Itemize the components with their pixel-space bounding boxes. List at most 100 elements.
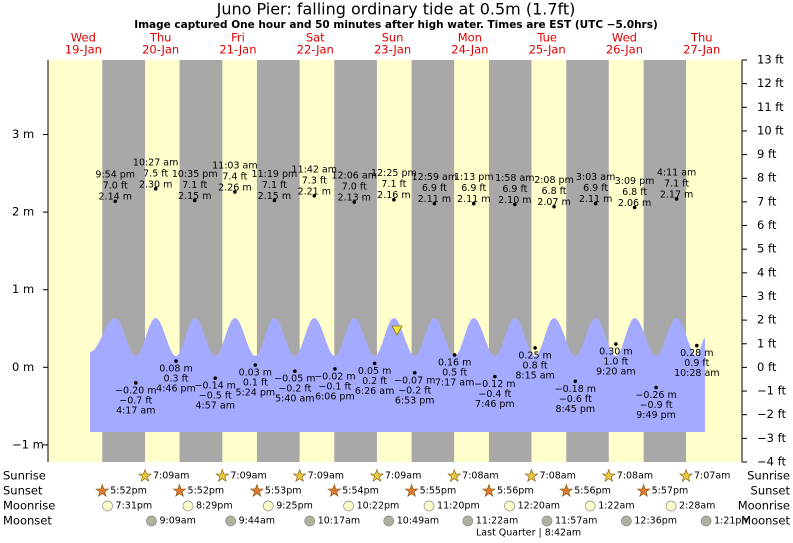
sunrise-icon <box>678 468 694 483</box>
day-date: 24-Jan <box>451 43 488 57</box>
row-label: Sunrise <box>747 469 790 483</box>
moonrise-icon <box>423 500 435 512</box>
current-level-marker <box>391 325 403 336</box>
day-date: 21-Jan <box>219 43 256 57</box>
tide-label: 0.16 m <box>438 357 471 368</box>
moonset-icon <box>700 515 712 527</box>
tide-label: 10:28 am <box>674 368 719 379</box>
tide-label: −0.12 m <box>474 379 515 390</box>
tide-label: 9:49 pm <box>636 410 676 421</box>
sunset-time: 5:56pm <box>497 486 534 497</box>
moonset-time: 11:57am <box>555 516 597 527</box>
tide-label: −0.6 ft <box>559 394 592 405</box>
tide-label: 2.11 m <box>579 194 612 205</box>
tide-label: −0.2 ft <box>278 384 311 395</box>
tide-label: 1:58 am <box>495 173 534 184</box>
tide-label: 7.4 ft <box>222 171 247 182</box>
tide-label: 0.03 m <box>239 367 272 378</box>
moon-phase: Last Quarter | 8:42am <box>476 528 581 539</box>
tide-point <box>174 359 178 363</box>
tide-point <box>471 201 476 206</box>
moonrise-icon <box>182 500 194 512</box>
sunset-icon <box>249 483 264 498</box>
sunset-icon <box>636 483 651 498</box>
tide-label: −0.20 m <box>115 385 156 396</box>
tide-point <box>392 197 396 202</box>
tide-label: 4:11 am <box>657 167 696 178</box>
sunset-time: 5:52pm <box>110 486 147 497</box>
tide-point <box>552 204 556 209</box>
moonset-time: 11:22am <box>476 516 518 527</box>
moonset-icon <box>621 515 632 527</box>
sunset-time: 5:57pm <box>652 486 689 497</box>
y2-tick-label: 6 ft <box>757 218 777 232</box>
moonrise-time: 10:22pm <box>357 501 400 512</box>
tide-label: 6.8 ft <box>542 186 567 197</box>
tide-point <box>513 202 517 207</box>
moonset-icon <box>304 515 316 527</box>
sunset-icon <box>559 483 574 498</box>
y-tick-label: 1 m <box>12 282 34 296</box>
tide-point <box>493 374 497 379</box>
tide-label: 7:46 pm <box>475 399 515 410</box>
tide-label: 7.1 ft <box>381 179 406 190</box>
day-weekday: Wed <box>612 31 637 45</box>
moonrise-icon <box>584 500 596 512</box>
tide-label: 0.9 ft <box>684 358 709 369</box>
day-weekday: Thu <box>690 31 713 45</box>
tide-point <box>233 190 237 194</box>
day-date: 27-Jan <box>683 43 720 57</box>
tide-label: 0.3 ft <box>163 374 188 385</box>
moonset-time: 10:17am <box>318 516 360 527</box>
y2-tick-label: 10 ft <box>757 123 784 137</box>
tide-label: 6:26 am <box>355 386 394 397</box>
row-label: Moonset <box>3 514 52 528</box>
row-label: Sunrise <box>3 469 46 483</box>
tide-label: −0.05 m <box>274 374 315 385</box>
moonrise-icon <box>343 500 354 512</box>
tide-label: 2.21 m <box>298 186 331 197</box>
tide-point <box>614 342 618 346</box>
tide-label: 6.9 ft <box>583 183 608 194</box>
sunrise-time: 7:09am <box>308 471 344 482</box>
tide-label: 3:03 am <box>576 172 615 183</box>
y2-tick-label: 3 ft <box>757 289 777 303</box>
y2-tick-label: 1 ft <box>757 336 777 350</box>
tide-point <box>674 197 679 201</box>
moonrise-icon <box>665 500 677 512</box>
moonrise-time: 12:20am <box>518 501 560 512</box>
sunset-time: 5:54pm <box>342 486 379 497</box>
tide-point <box>352 200 357 204</box>
tide-label: 4:17 am <box>116 405 155 416</box>
tide-label: 2.30 m <box>139 179 172 190</box>
tide-label: 2.16 m <box>377 190 410 201</box>
tide-label: 2.17 m <box>660 189 693 200</box>
moonrise-time: 2:28am <box>679 501 715 512</box>
tide-label: 6.9 ft <box>502 184 527 195</box>
sunrise-time: 7:09am <box>230 471 266 482</box>
foreground: 3 m 2 m 1 m 0 m −1 m 13 ft 12 ft 11 ft 10 ft 9 ft… <box>3 31 790 539</box>
tide-point <box>372 361 377 366</box>
tide-label: 2.26 m <box>218 182 251 193</box>
sunrise-icon <box>292 468 307 483</box>
tide-label: 1:13 pm <box>454 172 494 183</box>
sunrise-icon <box>137 468 153 483</box>
tide-label: 0.30 m <box>599 347 632 358</box>
moonset-icon <box>146 515 157 527</box>
y2-tick-label: 7 ft <box>757 194 777 208</box>
tide-label: 7:17 am <box>435 377 474 388</box>
sunset-icon <box>481 483 496 498</box>
y2-tick-label: 0 ft <box>757 360 777 374</box>
tide-label: 8:45 pm <box>556 404 596 415</box>
moonset-time: 10:49am <box>397 516 439 527</box>
sunrise-icon <box>601 468 616 483</box>
tide-label: −0.02 m <box>314 371 355 382</box>
day-date: 23-Jan <box>374 43 411 57</box>
row-label: Sunset <box>3 484 43 498</box>
tide-label: 11:03 am <box>212 160 257 171</box>
moonset-icon <box>541 515 553 527</box>
moonrise-time: 1:22am <box>598 501 634 512</box>
tide-label: 6.9 ft <box>422 183 447 194</box>
tide-point <box>253 363 258 367</box>
y2-tick-label: −4 ft <box>757 455 786 469</box>
